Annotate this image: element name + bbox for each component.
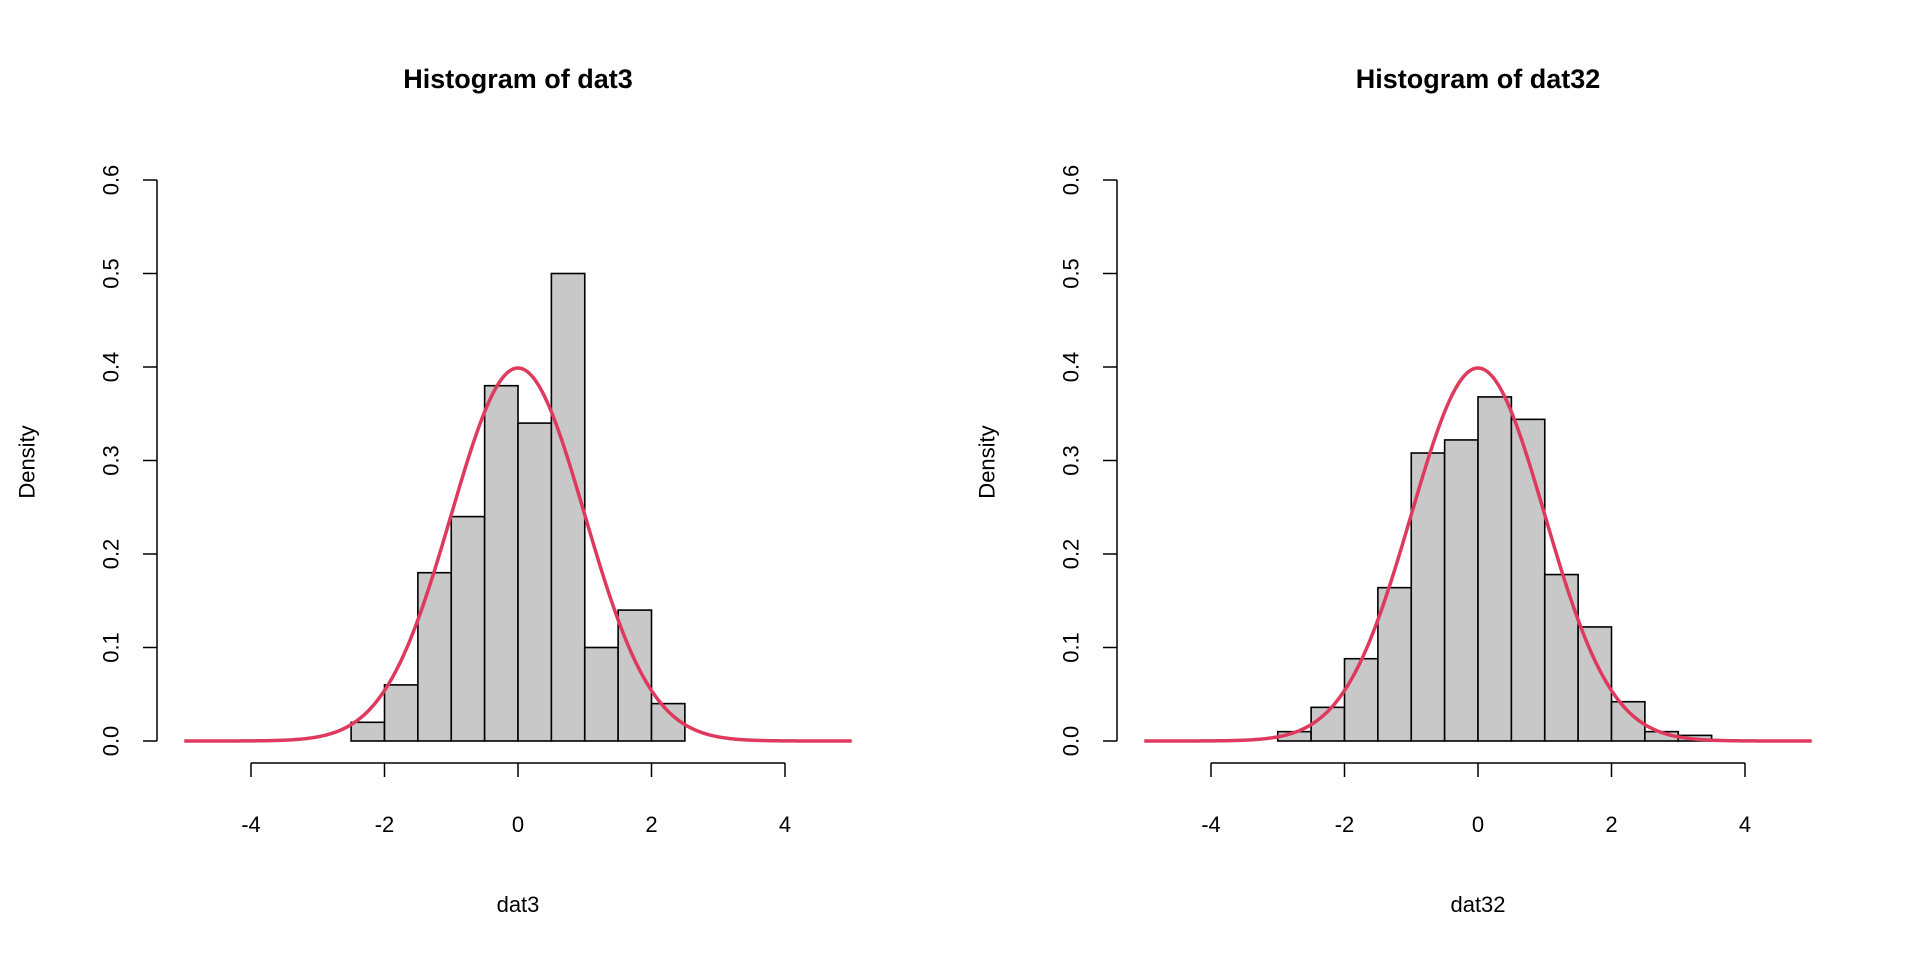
y-tick-label: 0.1 [99, 632, 124, 663]
histogram-bar [1510, 418, 1546, 742]
histogram-bar [583, 646, 619, 742]
y-tick-label: 0.1 [1059, 632, 1084, 663]
y-tick-label: 0.3 [99, 445, 124, 476]
chart-title: Histogram of dat32 [1356, 64, 1601, 94]
histogram-bar [1343, 657, 1379, 742]
histogram-bar [1377, 586, 1413, 742]
y-tick-label: 0.2 [1059, 539, 1084, 570]
y-tick-label: 0.5 [99, 258, 124, 289]
chart-title: Histogram of dat3 [403, 64, 633, 94]
x-tick-label: 2 [1605, 812, 1617, 837]
x-tick-label: 0 [1472, 812, 1484, 837]
x-tick-label: -4 [241, 812, 261, 837]
y-axis-label: Density [15, 425, 40, 498]
histogram-bar [450, 515, 486, 742]
histogram-bar [517, 422, 553, 742]
y-tick-label: 0.5 [1059, 258, 1084, 289]
y-tick-label: 0.4 [1059, 352, 1084, 383]
histogram-bar [483, 384, 519, 742]
y-tick-label: 0.4 [99, 352, 124, 383]
y-tick-label: 0.2 [99, 539, 124, 570]
x-axis-label: dat32 [1450, 892, 1505, 917]
x-tick-label: -2 [375, 812, 395, 837]
histogram-bar [1410, 452, 1446, 742]
y-tick-label: 0.3 [1059, 445, 1084, 476]
histogram-panel-2: Histogram of dat32 -4 -2 0 2 4 0.0 0.1 0.2 0.3 0.4… [975, 64, 1812, 917]
y-axis-label: Density [975, 425, 1000, 498]
histogram-panel-1: Histogram of dat3 -4 -2 0 2 4 0.0 0.1 0.2 0.3 0.4 0… [15, 64, 852, 917]
x-tick-label: 4 [1739, 812, 1751, 837]
histogram-bar [1543, 573, 1579, 742]
y-tick-label: 0.6 [99, 165, 124, 196]
histogram-bar [1477, 396, 1513, 742]
normal-density-curve [1144, 366, 1812, 743]
y-tick-label: 0.6 [1059, 165, 1084, 196]
x-tick-label: 4 [779, 812, 791, 837]
histogram-bar [417, 571, 453, 742]
y-tick-label: 0.0 [99, 726, 124, 757]
x-tick-label: -4 [1201, 812, 1221, 837]
x-axis-label: dat3 [497, 892, 540, 917]
histogram-bar [550, 272, 586, 742]
histogram-bar [350, 721, 386, 742]
y-tick-label: 0.0 [1059, 726, 1084, 757]
histogram-bar [383, 684, 419, 742]
normal-density-curve [184, 366, 852, 743]
histogram-bar [1443, 439, 1479, 742]
x-tick-label: 0 [512, 812, 524, 837]
x-tick-label: -2 [1335, 812, 1355, 837]
x-tick-label: 2 [645, 812, 657, 837]
